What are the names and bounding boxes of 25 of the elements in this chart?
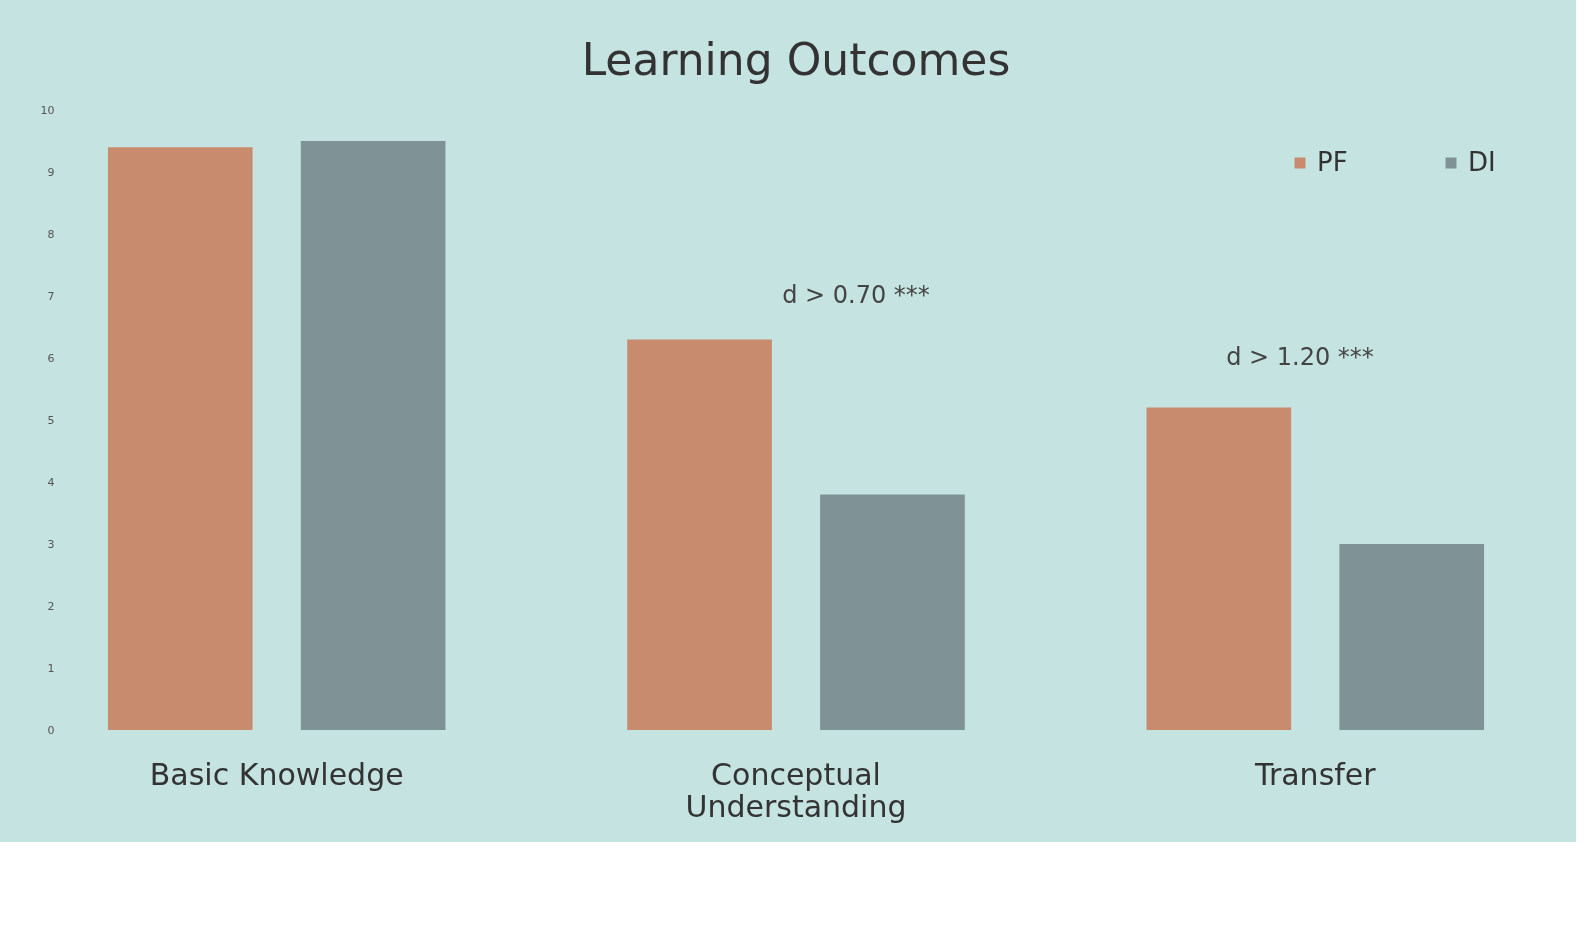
x-tick-label: Conceptual Understanding — [685, 756, 907, 824]
y-tick-label: 6 — [47, 351, 55, 365]
y-tick-label: 1 — [47, 661, 55, 675]
y-tick-label: 2 — [47, 599, 55, 613]
y-tick-label: 3 — [47, 537, 55, 551]
bar — [1339, 544, 1485, 730]
y-tick-label: 0 — [47, 723, 55, 737]
bar — [820, 494, 965, 730]
bar — [1146, 407, 1292, 730]
y-tick-label: 9 — [47, 165, 55, 179]
y-tick-label: 10 — [40, 103, 55, 117]
annotation: d > 0.70 *** — [782, 281, 930, 309]
x-tick-label: Transfer — [1253, 756, 1377, 792]
bar — [107, 147, 253, 730]
legend-label: DI — [1468, 147, 1496, 177]
bar — [300, 141, 446, 730]
y-tick-label: 7 — [47, 289, 55, 303]
x-tick-label: Basic Knowledge — [149, 756, 404, 792]
chart-title: Learning Outcomes — [581, 34, 1011, 85]
annotation: d > 1.20 *** — [1226, 343, 1374, 371]
y-tick-label: 5 — [47, 413, 55, 427]
legend-label: PF — [1317, 147, 1348, 177]
y-tick-label: 4 — [47, 475, 55, 489]
y-tick-label: 8 — [47, 227, 55, 241]
bar — [627, 339, 772, 730]
